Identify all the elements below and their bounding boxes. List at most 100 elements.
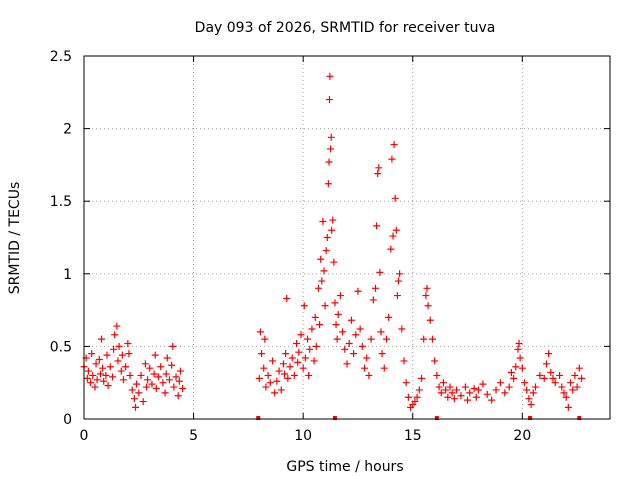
data-point <box>521 379 529 387</box>
data-point <box>382 335 390 343</box>
data-point <box>385 313 393 321</box>
data-point <box>87 379 95 387</box>
data-point <box>151 351 159 359</box>
data-point <box>163 354 171 362</box>
data-point <box>159 379 167 387</box>
data-point <box>157 363 165 371</box>
data-point <box>126 371 134 379</box>
data-point <box>141 360 149 368</box>
data-point <box>125 350 133 358</box>
data-point <box>551 379 559 387</box>
data-point <box>327 133 335 141</box>
data-point <box>352 331 360 339</box>
data-point <box>363 354 371 362</box>
data-point <box>91 383 99 391</box>
data-point <box>316 321 324 329</box>
data-point <box>442 386 450 394</box>
data-point <box>135 389 143 397</box>
data-point <box>393 292 401 300</box>
data-point <box>104 382 112 390</box>
data-point <box>176 367 184 375</box>
data-point <box>108 373 116 381</box>
data-point <box>310 357 318 365</box>
data-point <box>472 393 480 401</box>
data-point <box>398 325 406 333</box>
data-point <box>325 158 333 166</box>
y-tick-label: 2 <box>63 122 72 138</box>
y-tick-label: 2.5 <box>50 49 72 65</box>
data-point <box>380 364 388 372</box>
grid-lines <box>84 56 610 419</box>
data-point <box>501 389 509 397</box>
data-point <box>505 383 513 391</box>
data-point <box>512 363 520 371</box>
data-point <box>162 370 170 378</box>
data-point <box>334 310 342 318</box>
data-point <box>516 354 524 362</box>
data-point <box>375 164 383 172</box>
data-point <box>150 370 158 378</box>
data-point <box>475 386 482 394</box>
data-point <box>102 371 110 379</box>
data-point <box>132 403 140 411</box>
data-point <box>402 379 410 387</box>
y-tick-label: 1.5 <box>50 194 72 210</box>
data-point <box>558 383 566 391</box>
data-point <box>88 350 96 358</box>
data-point <box>328 226 336 234</box>
data-point <box>137 371 145 379</box>
data-point <box>308 325 316 333</box>
data-point <box>332 321 340 329</box>
data-point <box>261 335 269 343</box>
data-point <box>93 376 101 384</box>
data-point <box>115 342 123 350</box>
data-point <box>350 350 358 358</box>
data-point <box>378 350 386 358</box>
data-point <box>83 374 91 382</box>
data-point <box>483 390 491 398</box>
data-point <box>510 374 518 382</box>
plot-frame <box>83 55 611 420</box>
data-point <box>306 345 314 353</box>
data-point <box>284 374 292 382</box>
y-axis-ticks: 0 0.5 1 1.5 2 2.5 <box>50 49 610 428</box>
data-point <box>496 379 504 387</box>
data-point <box>174 392 182 400</box>
data-point <box>413 393 421 401</box>
data-point <box>461 383 469 391</box>
data-point <box>376 268 384 276</box>
data-point <box>564 403 572 411</box>
data-point <box>268 357 276 365</box>
data-point <box>288 354 296 362</box>
gap-markers <box>256 416 582 420</box>
data-point <box>161 389 169 397</box>
data-point <box>562 393 570 401</box>
data-point <box>420 335 428 343</box>
data-point <box>106 363 114 371</box>
data-point <box>527 400 535 408</box>
data-point <box>128 386 136 394</box>
x-axis-label: GPS time / hours <box>286 459 403 475</box>
data-point <box>293 339 301 347</box>
data-point <box>146 364 154 372</box>
data-point <box>304 335 312 343</box>
data-point <box>320 267 328 275</box>
data-point <box>575 364 583 372</box>
data-point <box>264 371 272 379</box>
data-point <box>400 357 408 365</box>
data-point <box>492 386 500 394</box>
gap-marker <box>332 416 337 420</box>
data-point <box>422 292 430 300</box>
data-point <box>556 371 564 379</box>
data-point <box>439 379 447 387</box>
data-point <box>294 358 302 366</box>
data-point <box>311 313 319 321</box>
data-point <box>540 374 548 382</box>
data-point <box>168 361 176 369</box>
data-point <box>327 145 335 153</box>
data-point <box>356 325 364 333</box>
data-point <box>133 380 141 388</box>
data-point <box>283 294 291 302</box>
data-point <box>437 389 445 397</box>
